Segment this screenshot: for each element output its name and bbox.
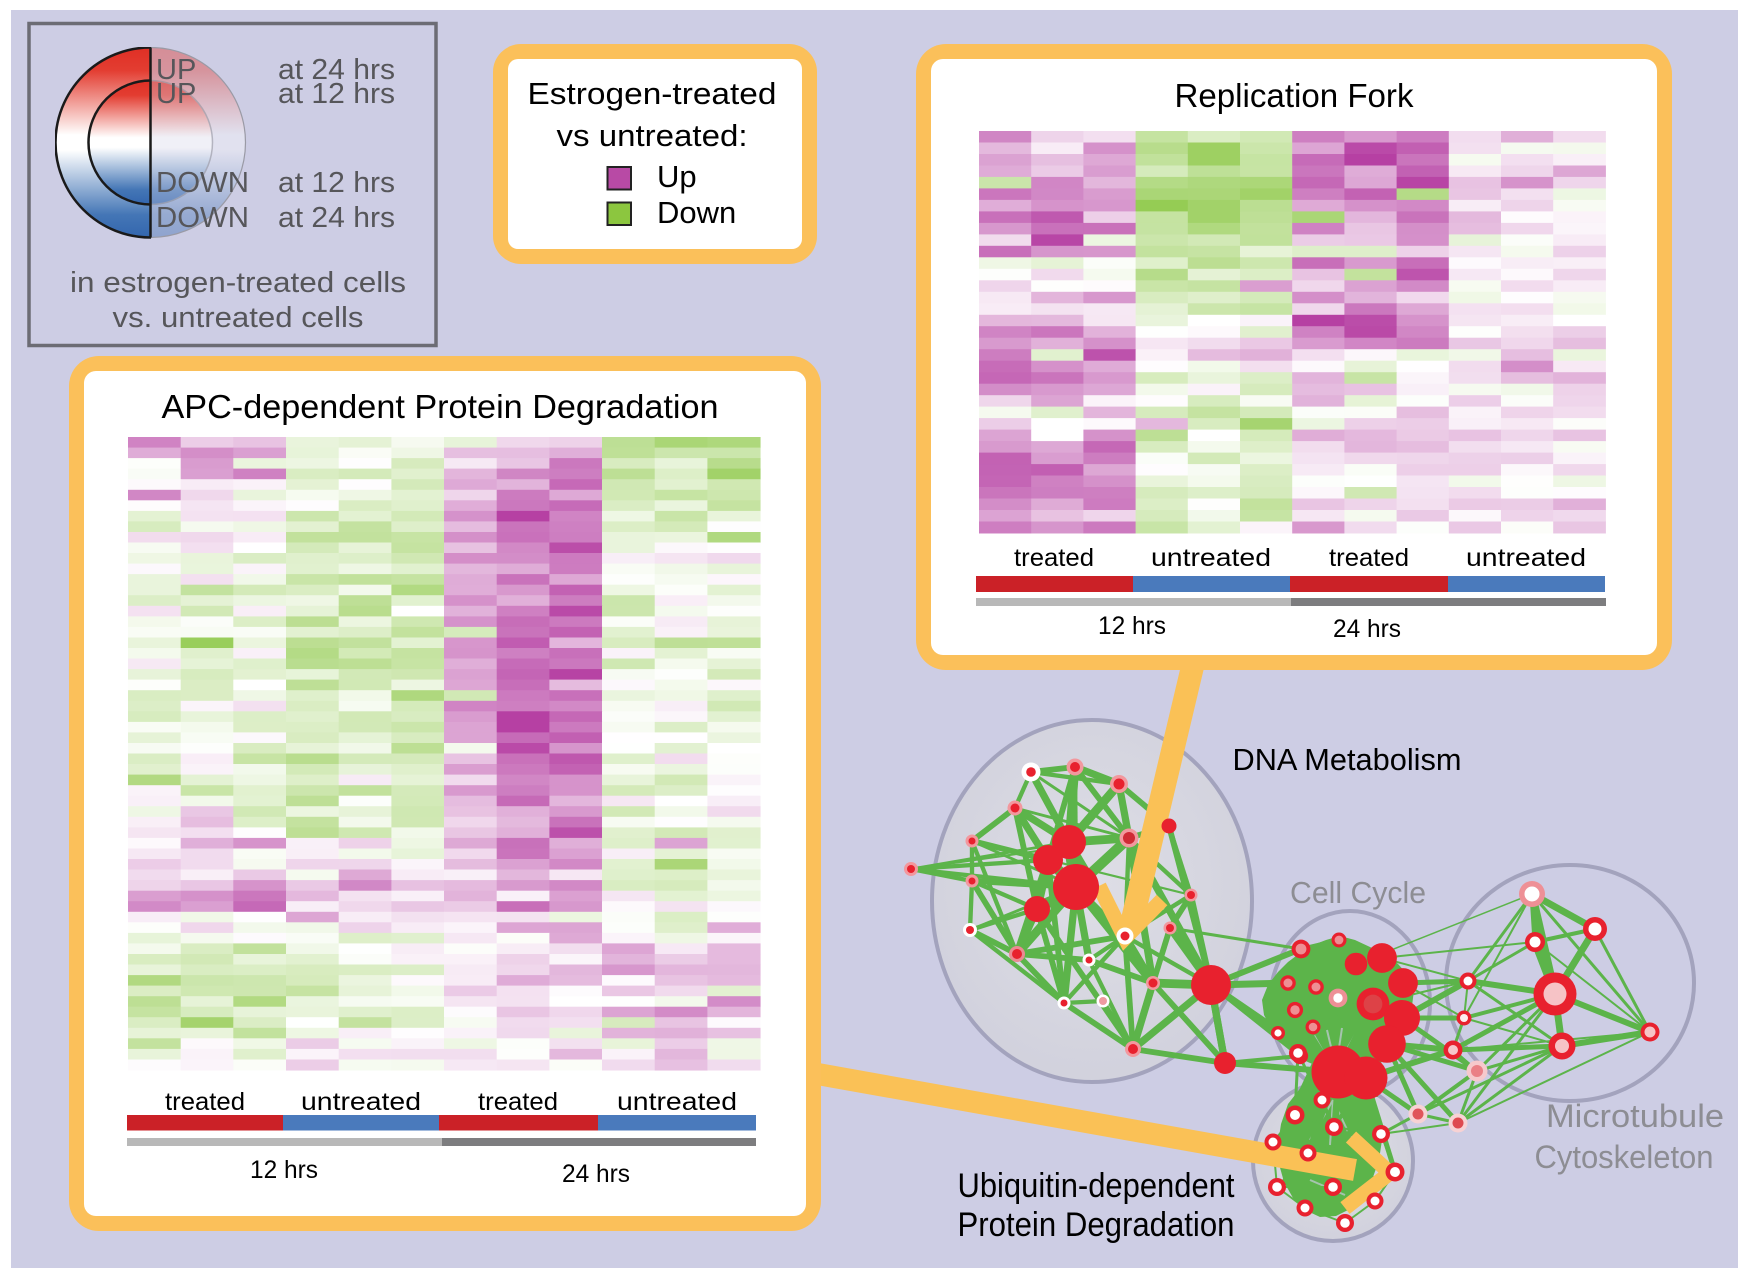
svg-text:12 hrs: 12 hrs [1098,612,1166,640]
svg-text:Up: Up [657,159,697,194]
svg-text:at 12 hrs: at 12 hrs [278,78,395,110]
svg-text:24 hrs: 24 hrs [562,1160,630,1188]
svg-text:at 24 hrs: at 24 hrs [278,54,395,86]
svg-text:24 hrs: 24 hrs [1333,615,1401,643]
svg-text:at 24 hrs: at 24 hrs [278,202,395,234]
svg-text:UP: UP [156,54,196,86]
svg-text:12 hrs: 12 hrs [250,1156,318,1184]
svg-text:treated: treated [1014,544,1094,572]
svg-text:at 12 hrs: at 12 hrs [278,167,395,199]
svg-text:Cell Cycle: Cell Cycle [1290,875,1426,910]
svg-text:vs untreated:: vs untreated: [557,118,748,153]
svg-text:Replication Fork: Replication Fork [1175,77,1414,114]
svg-text:treated: treated [165,1088,245,1116]
svg-text:untreated: untreated [617,1088,737,1116]
svg-text:Down: Down [657,195,736,230]
svg-text:Protein Degradation: Protein Degradation [958,1206,1235,1244]
svg-text:untreated: untreated [301,1088,421,1116]
svg-text:vs. untreated cells: vs. untreated cells [113,302,364,334]
svg-text:Cytoskeleton: Cytoskeleton [1535,1139,1714,1175]
svg-text:DOWN: DOWN [156,202,249,234]
svg-text:untreated: untreated [1466,544,1586,572]
svg-text:Microtubule: Microtubule [1546,1098,1724,1134]
svg-text:DOWN: DOWN [156,167,249,199]
svg-text:UP: UP [156,78,196,110]
svg-text:treated: treated [478,1088,558,1116]
svg-text:Ubiquitin-dependent: Ubiquitin-dependent [958,1167,1236,1205]
svg-text:Estrogen-treated: Estrogen-treated [528,76,777,111]
svg-text:DNA Metabolism: DNA Metabolism [1233,742,1462,777]
svg-text:untreated: untreated [1151,544,1271,572]
svg-text:in estrogen-treated cells: in estrogen-treated cells [70,267,406,299]
svg-text:APC-dependent Protein Degradat: APC-dependent Protein Degradation [162,388,719,425]
svg-text:treated: treated [1329,544,1409,572]
